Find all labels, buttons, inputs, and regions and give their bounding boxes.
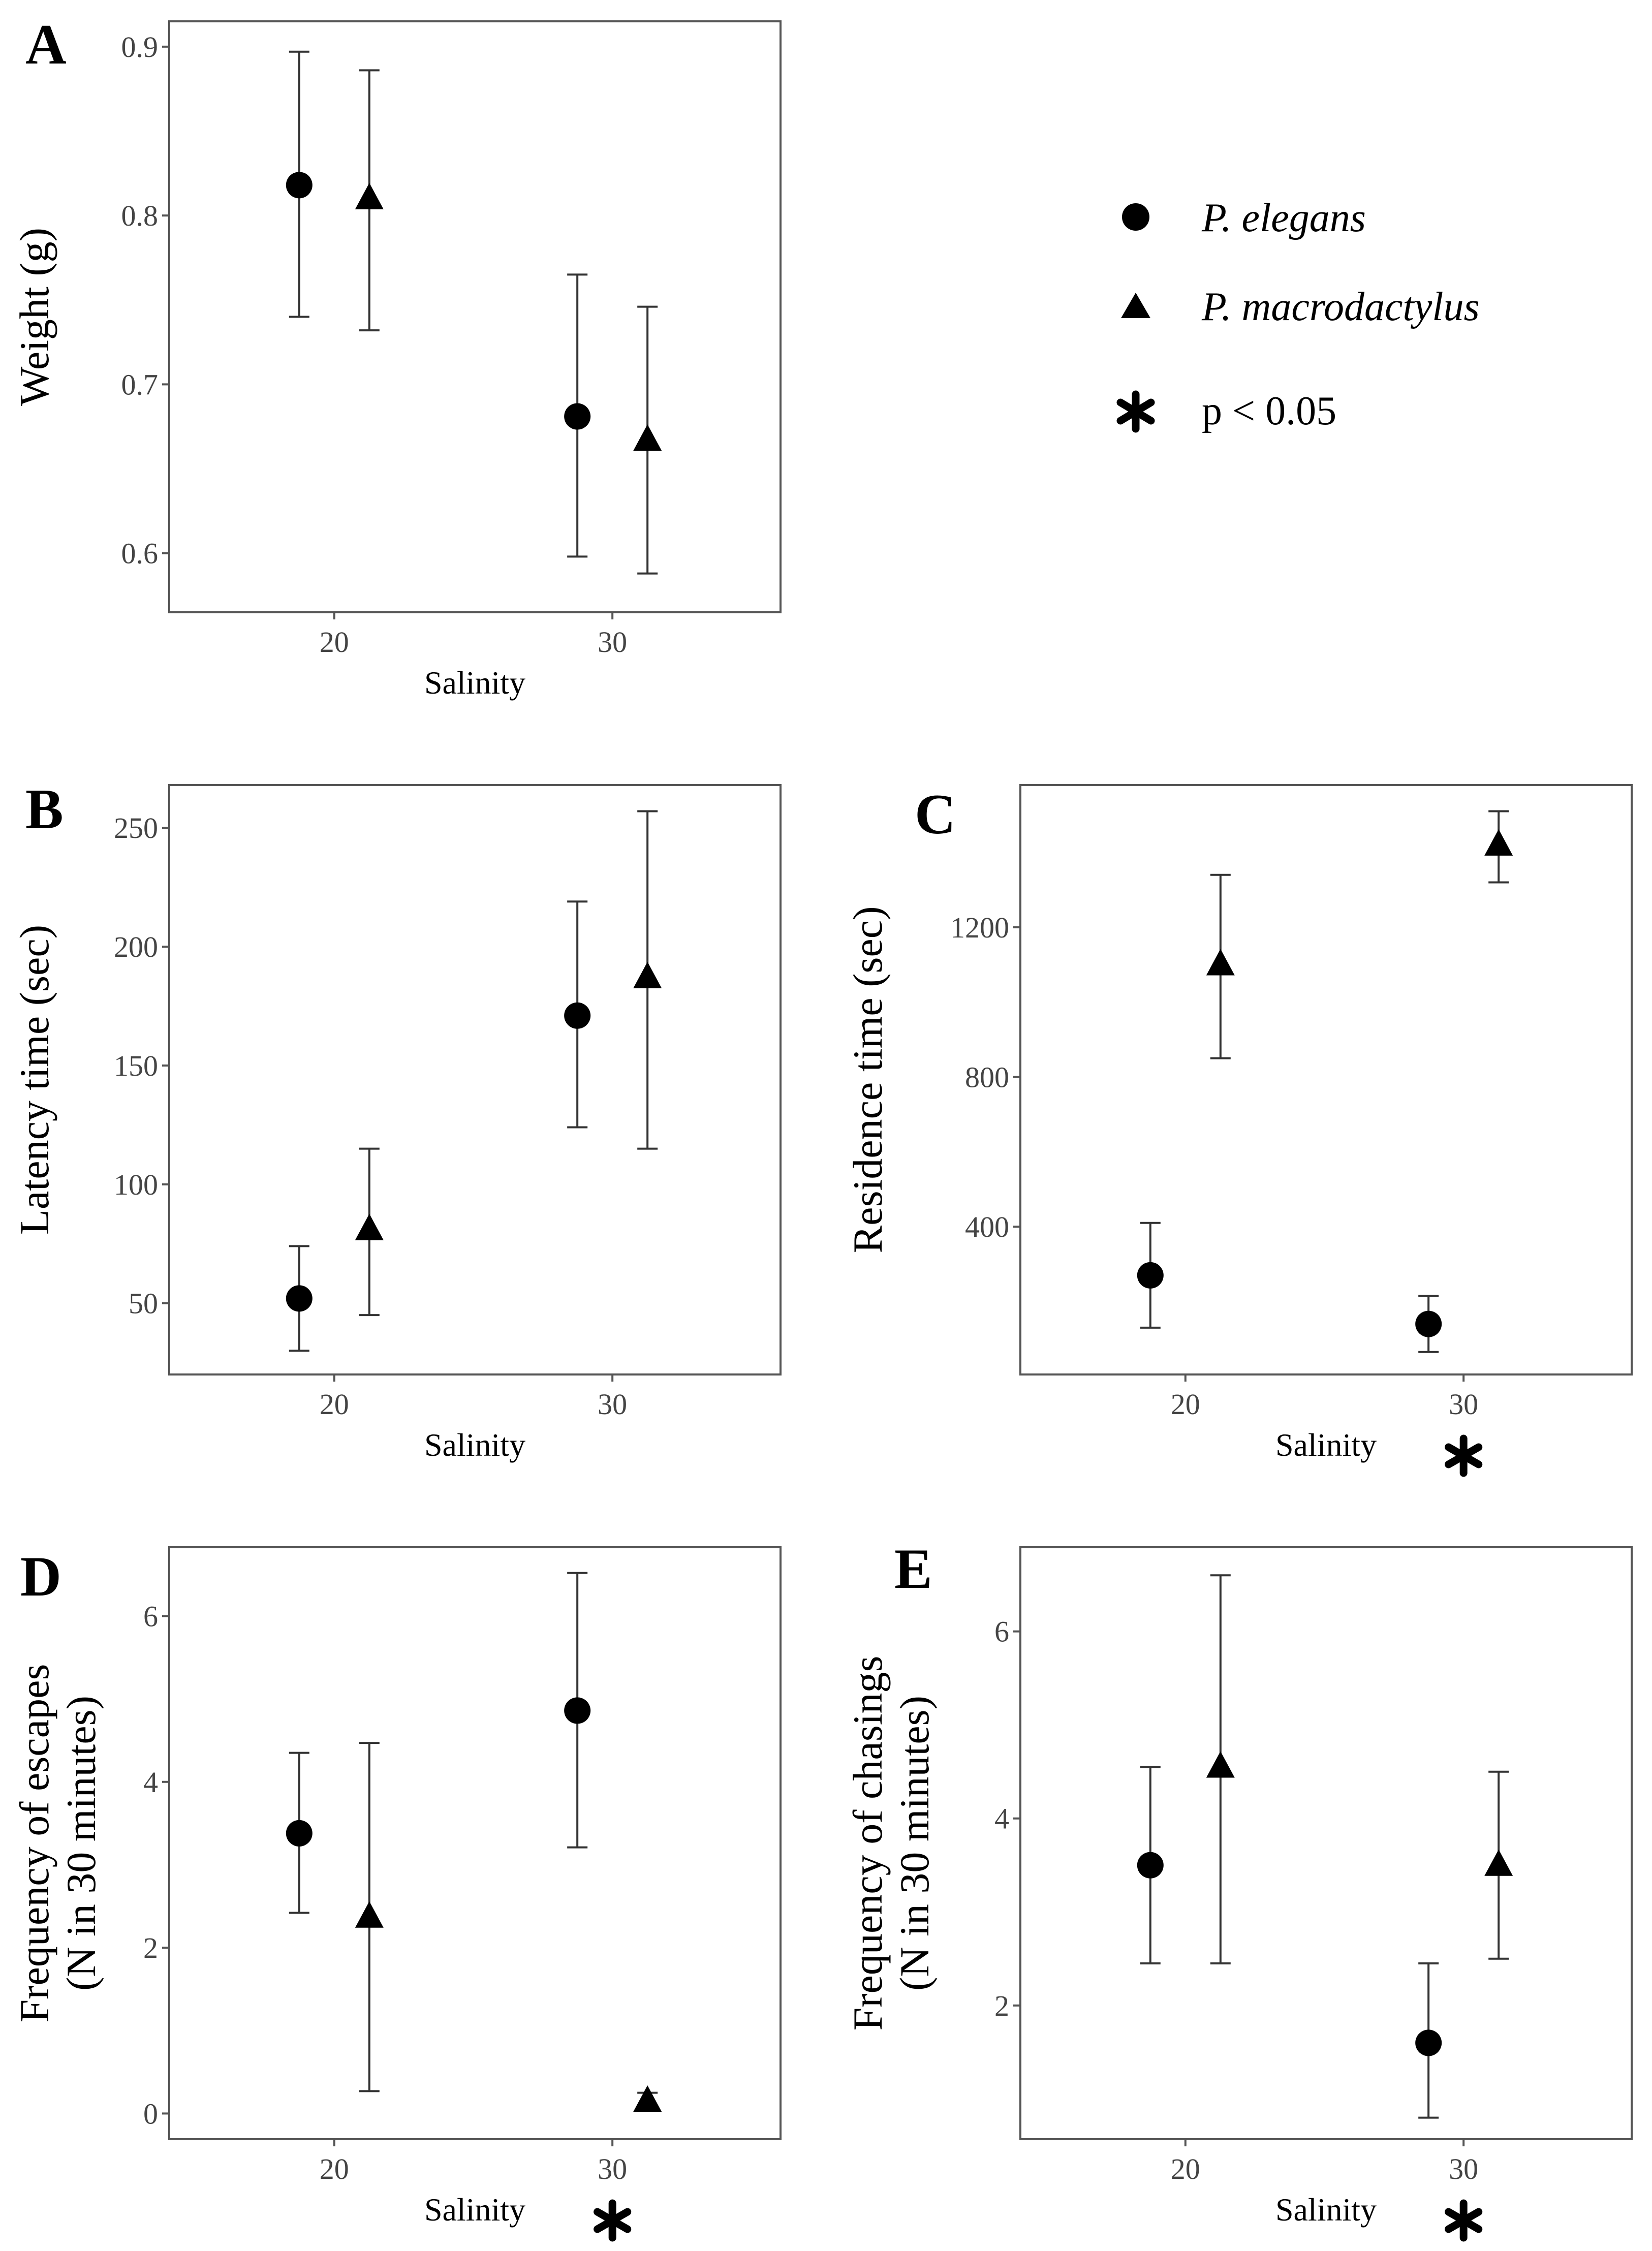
asterisk-icon: [1116, 390, 1155, 433]
panel-letter: C: [915, 783, 956, 846]
y-tick-label: 0.6: [121, 537, 159, 570]
y-tick-label: 800: [965, 1060, 1009, 1093]
y-axis-title: Frequency of chasings: [845, 1656, 891, 2031]
point-p-macrodactylus: [355, 182, 384, 209]
plot-frame: [1019, 784, 1633, 1375]
point-p-elegans: [1415, 1310, 1442, 1337]
point-p-macrodactylus: [355, 1213, 384, 1240]
legend-label: P. macrodactylus: [1201, 285, 1480, 329]
y-tick-label: 6: [143, 1600, 158, 1633]
y-tick-label: 50: [129, 1287, 158, 1320]
panel-b: B 50 100 150 200 250 20 30 Salinity Latency time …: [11, 778, 782, 1463]
y-axis-title: Residence time (sec): [845, 906, 891, 1253]
legend-triangle-marker: [1121, 293, 1150, 318]
plot-frame: [168, 1546, 782, 2140]
panel-a: A 0.6 0.7 0.8 0.9 20 30 Salinity Weight (g): [11, 13, 782, 701]
y-tick-label: 100: [114, 1168, 158, 1201]
point-p-macrodactylus: [633, 424, 662, 451]
y-tick-label: 1200: [950, 911, 1009, 944]
plot-frame: [168, 784, 782, 1375]
y-tick-label: 250: [114, 811, 158, 845]
panel-letter: B: [25, 778, 64, 841]
point-p-elegans: [564, 1002, 591, 1029]
y-tick-label: 150: [114, 1049, 158, 1082]
y-tick-label: 0.9: [121, 30, 159, 64]
x-tick-label: 20: [1171, 1388, 1200, 1421]
x-tick-label: 20: [320, 1388, 349, 1421]
panel-e: E 2 4 6 20 30 Salinity Frequency of chasings (N …: [845, 1538, 1633, 2242]
point-p-elegans: [1137, 1852, 1164, 1879]
x-axis-title: Salinity: [1275, 2192, 1377, 2228]
asterisk-stroke: [1445, 1443, 1483, 1468]
panel-letter: A: [25, 13, 67, 76]
point-p-macrodactylus: [1484, 1849, 1513, 1876]
asterisk-stroke: [1445, 2208, 1483, 2233]
legend-item-significance: p < 0.05: [1116, 389, 1336, 433]
x-axis-title: Salinity: [424, 1427, 525, 1463]
y-tick-label: 0.8: [121, 199, 159, 232]
panel-letter: E: [894, 1538, 932, 1601]
point-p-macrodactylus: [355, 1901, 384, 1928]
asterisk-icon: [1445, 1434, 1483, 1477]
plot-frame: [168, 20, 782, 613]
y-tick-label: 2: [143, 1931, 158, 1964]
y-tick-label: 6: [994, 1615, 1009, 1648]
legend: P. elegans P. macrodactylus p < 0.05: [1116, 196, 1480, 433]
point-p-macrodactylus: [1206, 949, 1235, 976]
y-tick-label: 0: [143, 2097, 158, 2130]
legend-label: P. elegans: [1201, 196, 1366, 240]
panel-c: C 400 800 1200 20 30 Salinity Residence time (s…: [845, 783, 1633, 1477]
y-axis-title: Frequency of escapes: [11, 1664, 57, 2023]
point-p-elegans: [1415, 2029, 1442, 2056]
point-p-elegans: [564, 1697, 591, 1724]
x-tick-label: 30: [598, 626, 627, 659]
y-tick-label: 400: [965, 1210, 1009, 1243]
y-tick-label: 200: [114, 930, 158, 963]
y-tick-label: 4: [994, 1802, 1009, 1835]
point-p-macrodactylus: [1484, 829, 1513, 856]
y-axis-title: (N in 30 minutes): [891, 1696, 938, 1991]
x-tick-label: 30: [598, 2152, 627, 2185]
x-axis-title: Salinity: [1275, 1427, 1377, 1463]
point-p-elegans: [286, 1820, 313, 1847]
point-p-elegans: [564, 403, 591, 430]
point-p-elegans: [1137, 1262, 1164, 1289]
asterisk-stroke: [594, 2208, 632, 2233]
y-tick-label: 0.7: [121, 368, 159, 401]
x-tick-label: 20: [1171, 2152, 1200, 2185]
asterisk-icon: [1445, 2199, 1483, 2242]
legend-item-p-macrodactylus: P. macrodactylus: [1121, 285, 1480, 329]
x-tick-label: 30: [1449, 1388, 1478, 1421]
point-p-macrodactylus: [633, 2085, 662, 2112]
point-p-macrodactylus: [633, 961, 662, 988]
legend-label: p < 0.05: [1202, 389, 1336, 433]
legend-circle-marker: [1122, 203, 1149, 231]
y-axis-title: (N in 30 minutes): [58, 1696, 104, 1991]
x-axis-title: Salinity: [424, 2192, 525, 2228]
panel-d: D 0 2 4 6 20 30 Salinity Frequency of escapes (N …: [11, 1545, 782, 2242]
y-tick-label: 4: [143, 1766, 158, 1799]
panel-letter: D: [20, 1545, 61, 1608]
x-tick-label: 30: [598, 1388, 627, 1421]
plot-frame: [1019, 1546, 1633, 2140]
y-axis-title: Weight (g): [11, 228, 57, 406]
y-tick-label: 2: [994, 1989, 1009, 2022]
asterisk-icon: [594, 2199, 632, 2242]
point-p-macrodactylus: [1206, 1751, 1235, 1778]
x-tick-label: 20: [320, 626, 349, 659]
y-axis-title: Latency time (sec): [11, 925, 57, 1235]
x-axis-title: Salinity: [424, 665, 525, 701]
point-p-elegans: [286, 1285, 313, 1312]
x-tick-label: 30: [1449, 2152, 1478, 2185]
x-tick-label: 20: [320, 2152, 349, 2185]
legend-item-p-elegans: P. elegans: [1122, 196, 1366, 240]
point-p-elegans: [286, 172, 313, 199]
